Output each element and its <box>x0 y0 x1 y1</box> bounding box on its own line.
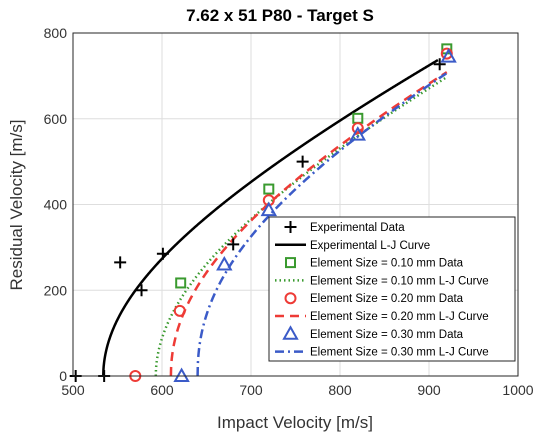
data-point-triangle <box>260 201 278 217</box>
data-point-triangle <box>440 48 457 63</box>
legend-entry: Element Size = 0.20 mm Data <box>310 293 464 305</box>
y-tick-label: 0 <box>59 368 67 384</box>
legend-marker-swatch <box>284 221 297 233</box>
plot-curves <box>102 58 448 377</box>
data-point-triangle <box>173 367 190 382</box>
y-tick-label: 800 <box>44 25 68 41</box>
data-point-circle <box>173 304 186 317</box>
data-point-plus <box>156 247 169 260</box>
data-point-square <box>175 277 187 289</box>
legend-entry: Experimental Data <box>310 222 405 234</box>
legend: Experimental Data Experimental L-J Curve E… <box>268 216 516 362</box>
legend-entry: Element Size = 0.10 mm Data <box>310 258 464 270</box>
x-tick-label: 500 <box>61 382 85 398</box>
data-point-triangle <box>216 255 233 271</box>
legend-entry: Element Size = 0.20 mm L-J Curve <box>310 311 489 323</box>
y-tick-label: 200 <box>44 282 68 298</box>
x-tick-labels: 500 600 700 800 900 1000 <box>61 382 533 398</box>
data-point-plus <box>135 284 148 297</box>
y-tick-label: 400 <box>44 197 68 213</box>
data-point-plus <box>114 256 127 269</box>
legend-entry: Element Size = 0.30 mm L-J Curve <box>310 347 489 359</box>
lj-curve <box>169 71 448 377</box>
x-tick-label: 1000 <box>502 382 533 398</box>
plot-frame <box>72 32 519 377</box>
legend-entry: Experimental L-J Curve <box>310 240 430 252</box>
data-point-triangle <box>349 126 367 141</box>
x-tick-label: 700 <box>239 382 263 398</box>
y-axis-label: Residual Velocity [m/s] <box>7 119 26 290</box>
data-point-plus <box>433 58 446 71</box>
chart-title: 7.62 x 51 P80 - Target S <box>186 6 374 25</box>
legend-box <box>268 216 516 362</box>
x-axis-label: Impact Velocity [m/s] <box>217 413 373 432</box>
lj-curve <box>196 72 448 377</box>
data-point-plus <box>296 155 309 168</box>
y-tick-labels: 0 200 400 600 800 <box>44 25 68 384</box>
legend-marker-swatch <box>284 292 297 305</box>
legend-entry: Element Size = 0.10 mm L-J Curve <box>310 275 489 287</box>
legend-entry: Element Size = 0.30 mm Data <box>310 329 464 341</box>
legend-marker-swatch <box>282 325 299 340</box>
x-tick-label: 800 <box>328 382 352 398</box>
y-tick-label: 600 <box>44 111 68 127</box>
lj-curve <box>102 58 439 377</box>
data-point-circle <box>440 47 453 60</box>
data-point-circle <box>351 122 364 135</box>
x-tick-label: 900 <box>417 382 441 398</box>
data-point-plus <box>227 238 240 251</box>
data-point-square <box>263 183 275 195</box>
legend-marker-swatch <box>285 257 296 269</box>
x-tick-label: 600 <box>150 382 174 398</box>
